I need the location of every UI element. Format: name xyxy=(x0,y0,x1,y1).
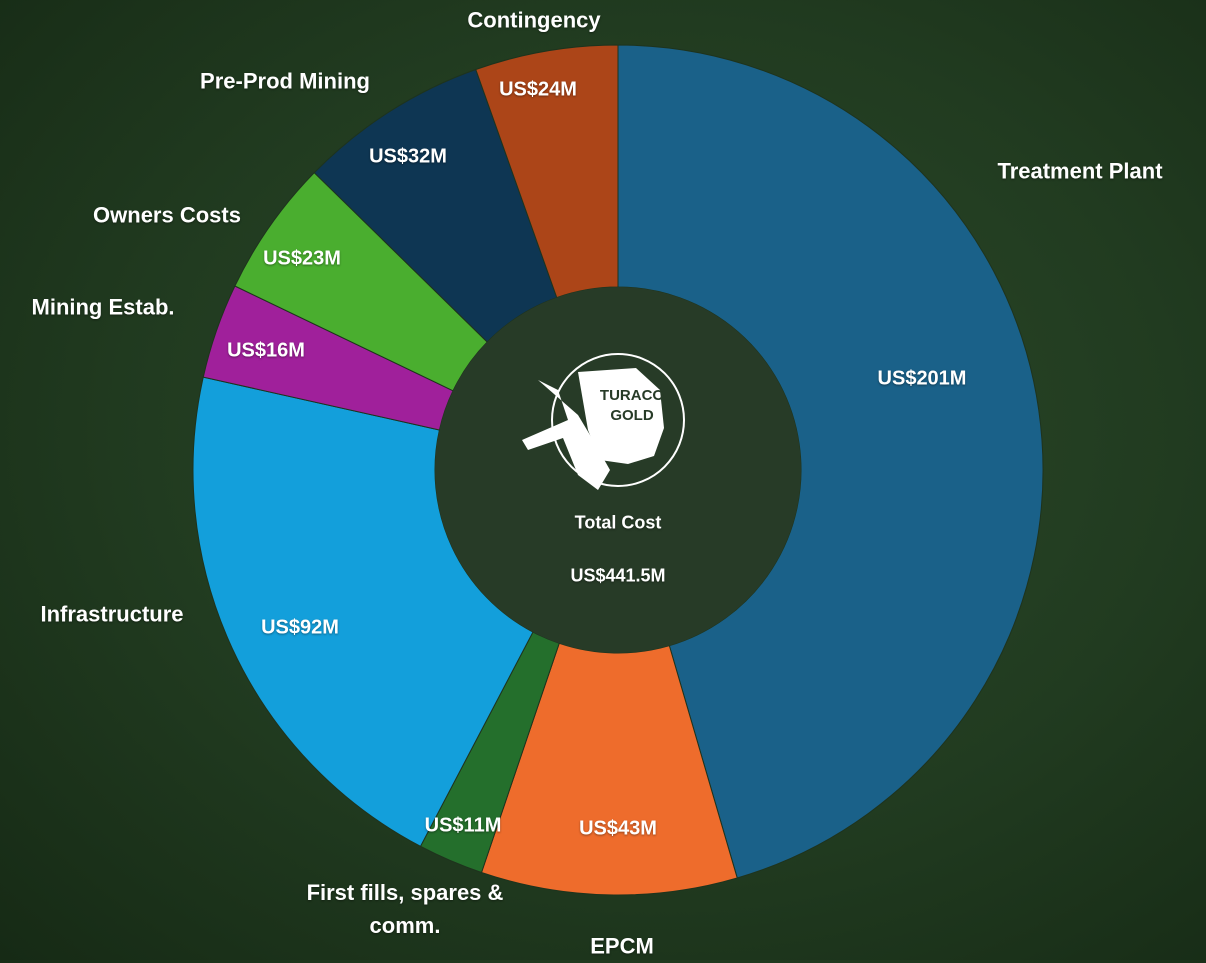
logo: TURACO GOLD xyxy=(522,353,685,490)
donut-hole xyxy=(435,287,801,653)
value-label: US$24M xyxy=(499,78,577,101)
logo-bird xyxy=(522,380,610,490)
category-label: Owners Costs xyxy=(93,202,241,228)
category-label: Contingency xyxy=(467,7,601,33)
logo-ring xyxy=(551,353,685,487)
category-label: Infrastructure xyxy=(40,601,184,627)
logo-shape xyxy=(578,368,664,464)
value-label: US$11M xyxy=(424,814,502,837)
logo-text: GOLD xyxy=(610,407,653,424)
value-label: US$23M xyxy=(263,247,341,270)
slices xyxy=(192,44,1044,896)
value-label: US$201M xyxy=(877,367,967,390)
value-label: US$43M xyxy=(579,817,657,840)
category-label: First fills, spares & comm. xyxy=(306,880,504,938)
category-label: Treatment Plant xyxy=(997,158,1163,184)
center-title: Total Cost xyxy=(574,512,662,533)
center-value: US$441.5M xyxy=(570,565,666,586)
value-label: US$32M xyxy=(369,145,447,168)
category-label: EPCM xyxy=(590,933,654,959)
value-label: US$16M xyxy=(227,339,305,362)
category-label: Mining Estab. xyxy=(31,294,175,320)
logo-text: TURACO xyxy=(600,387,664,404)
category-label: Pre-Prod Mining xyxy=(200,68,370,94)
value-label: US$92M xyxy=(261,616,339,639)
